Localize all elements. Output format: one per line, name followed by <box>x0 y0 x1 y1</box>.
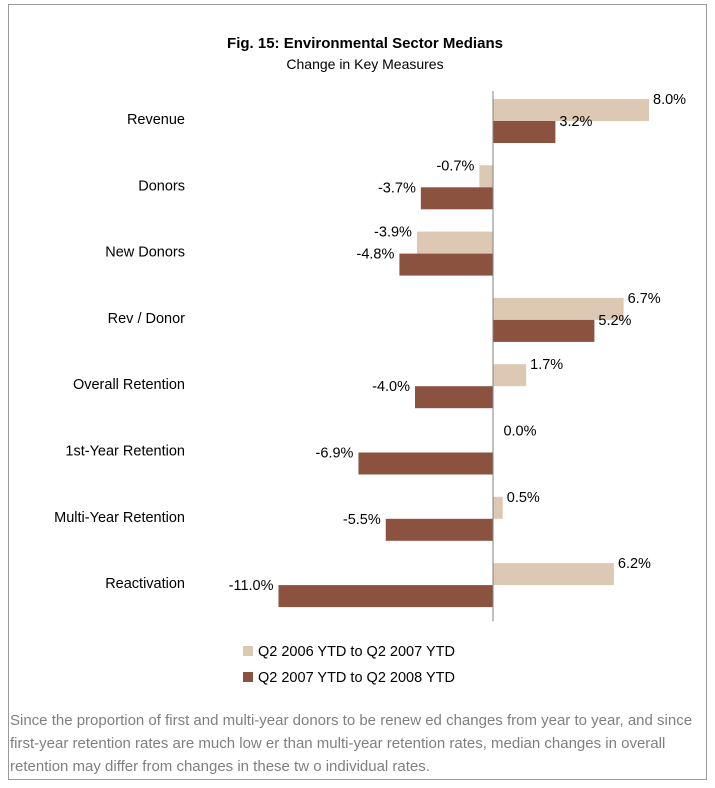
chart-subtitle: Change in Key Measures <box>286 56 443 72</box>
data-label: 5.2% <box>598 313 631 329</box>
bar-series-1 <box>493 364 527 387</box>
bar-series-1 <box>416 231 493 254</box>
legend-label: Q2 2006 YTD to Q2 2007 YTD <box>258 644 455 660</box>
legend-swatch <box>243 646 253 656</box>
footnote: Since the proportion of first and multi-… <box>10 712 693 775</box>
bar-series-2 <box>399 253 493 276</box>
data-label: -3.9% <box>374 225 412 241</box>
legend-swatch <box>243 672 253 682</box>
category-label: Reactivation <box>105 576 185 592</box>
category-label: Donors <box>138 178 185 194</box>
category-label: Multi-Year Retention <box>54 510 185 526</box>
data-label: -3.7% <box>378 180 416 196</box>
category-label: 1st-Year Retention <box>65 444 185 460</box>
bar-series-2 <box>493 319 595 342</box>
bar-series-2 <box>420 187 493 210</box>
bar-chart: Fig. 15: Environmental Sector Medians Ch… <box>54 35 686 686</box>
data-label: 3.2% <box>559 114 592 130</box>
data-label: -5.5% <box>343 512 381 528</box>
category-label: Revenue <box>127 112 185 128</box>
bar-series-2 <box>385 518 493 541</box>
category-label: Overall Retention <box>73 377 185 393</box>
bar-series-2 <box>358 452 493 475</box>
data-label: 6.7% <box>628 291 661 307</box>
data-label: -11.0% <box>229 578 274 594</box>
chart-title: Fig. 15: Environmental Sector Medians <box>227 35 503 52</box>
bar-series-2 <box>493 121 556 143</box>
data-label: -0.7% <box>436 158 474 174</box>
bar-series-1 <box>493 99 649 121</box>
data-label: -4.8% <box>357 247 395 263</box>
data-label: -6.9% <box>316 446 354 462</box>
data-label: 1.7% <box>530 357 563 373</box>
category-label: Rev / Donor <box>108 311 186 327</box>
data-label: 8.0% <box>653 92 686 108</box>
bar-series-1 <box>493 496 503 519</box>
data-label: 0.5% <box>507 490 540 506</box>
chart-frame <box>8 4 707 780</box>
bar-series-1 <box>479 165 493 188</box>
category-label: New Donors <box>105 245 185 261</box>
bar-series-2 <box>415 386 493 409</box>
bar-series-2 <box>278 585 493 608</box>
data-label: 6.2% <box>618 556 651 572</box>
bar-series-1 <box>493 297 624 320</box>
bar-series-1 <box>493 563 614 586</box>
legend-label: Q2 2007 YTD to Q2 2008 YTD <box>258 670 455 686</box>
data-label: 0.0% <box>503 424 536 440</box>
data-label: -4.0% <box>372 379 410 395</box>
